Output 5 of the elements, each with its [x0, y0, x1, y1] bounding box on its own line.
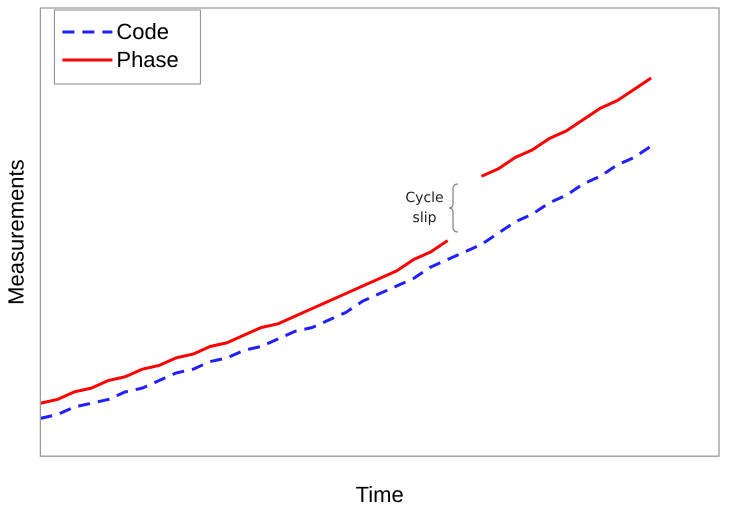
legend-label: Phase [116, 47, 179, 72]
legend-label: Code [116, 19, 169, 44]
y-axis-title: Measurements [3, 159, 28, 305]
annotation: Cycle slip [405, 190, 444, 226]
x-axis-title: Time [356, 482, 404, 507]
